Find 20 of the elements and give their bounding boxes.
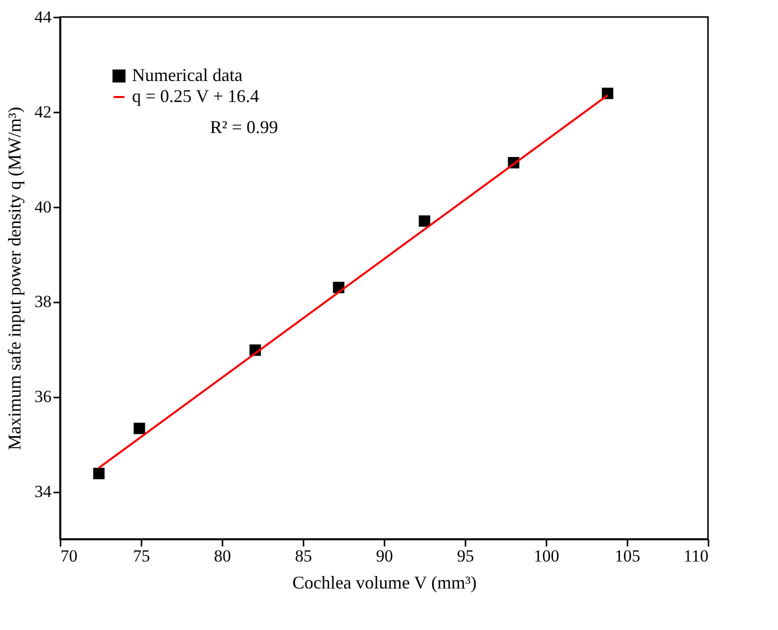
- annotation: R² = 0.99: [210, 117, 278, 137]
- x-tick-label: 85: [295, 546, 312, 566]
- x-tick-label: 110: [684, 546, 708, 566]
- y-tick-label: 38: [34, 292, 52, 312]
- legend-label: Numerical data: [132, 65, 242, 85]
- x-tick-label: 95: [457, 546, 474, 566]
- x-axis-title: Cochlea volume V (mm³): [292, 572, 477, 592]
- y-tick-label: 42: [34, 102, 52, 122]
- legend-label: q = 0.25 V + 16.4: [132, 86, 260, 106]
- y-tick-label: 36: [34, 387, 52, 406]
- y-tick-label: 44: [34, 8, 52, 26]
- y-tick-label: 34: [34, 482, 52, 502]
- x-tick-label: 70: [60, 546, 78, 566]
- x-tick-label: 80: [214, 546, 231, 566]
- y-axis-title: Maximum safe input power density q (MW/m³): [4, 106, 24, 450]
- y-tick-label: 40: [34, 197, 52, 216]
- x-tick-label: 100: [534, 546, 560, 566]
- x-tick-label: 75: [133, 546, 150, 566]
- x-tick-label: 90: [376, 546, 393, 566]
- x-tick-label: 105: [614, 546, 640, 566]
